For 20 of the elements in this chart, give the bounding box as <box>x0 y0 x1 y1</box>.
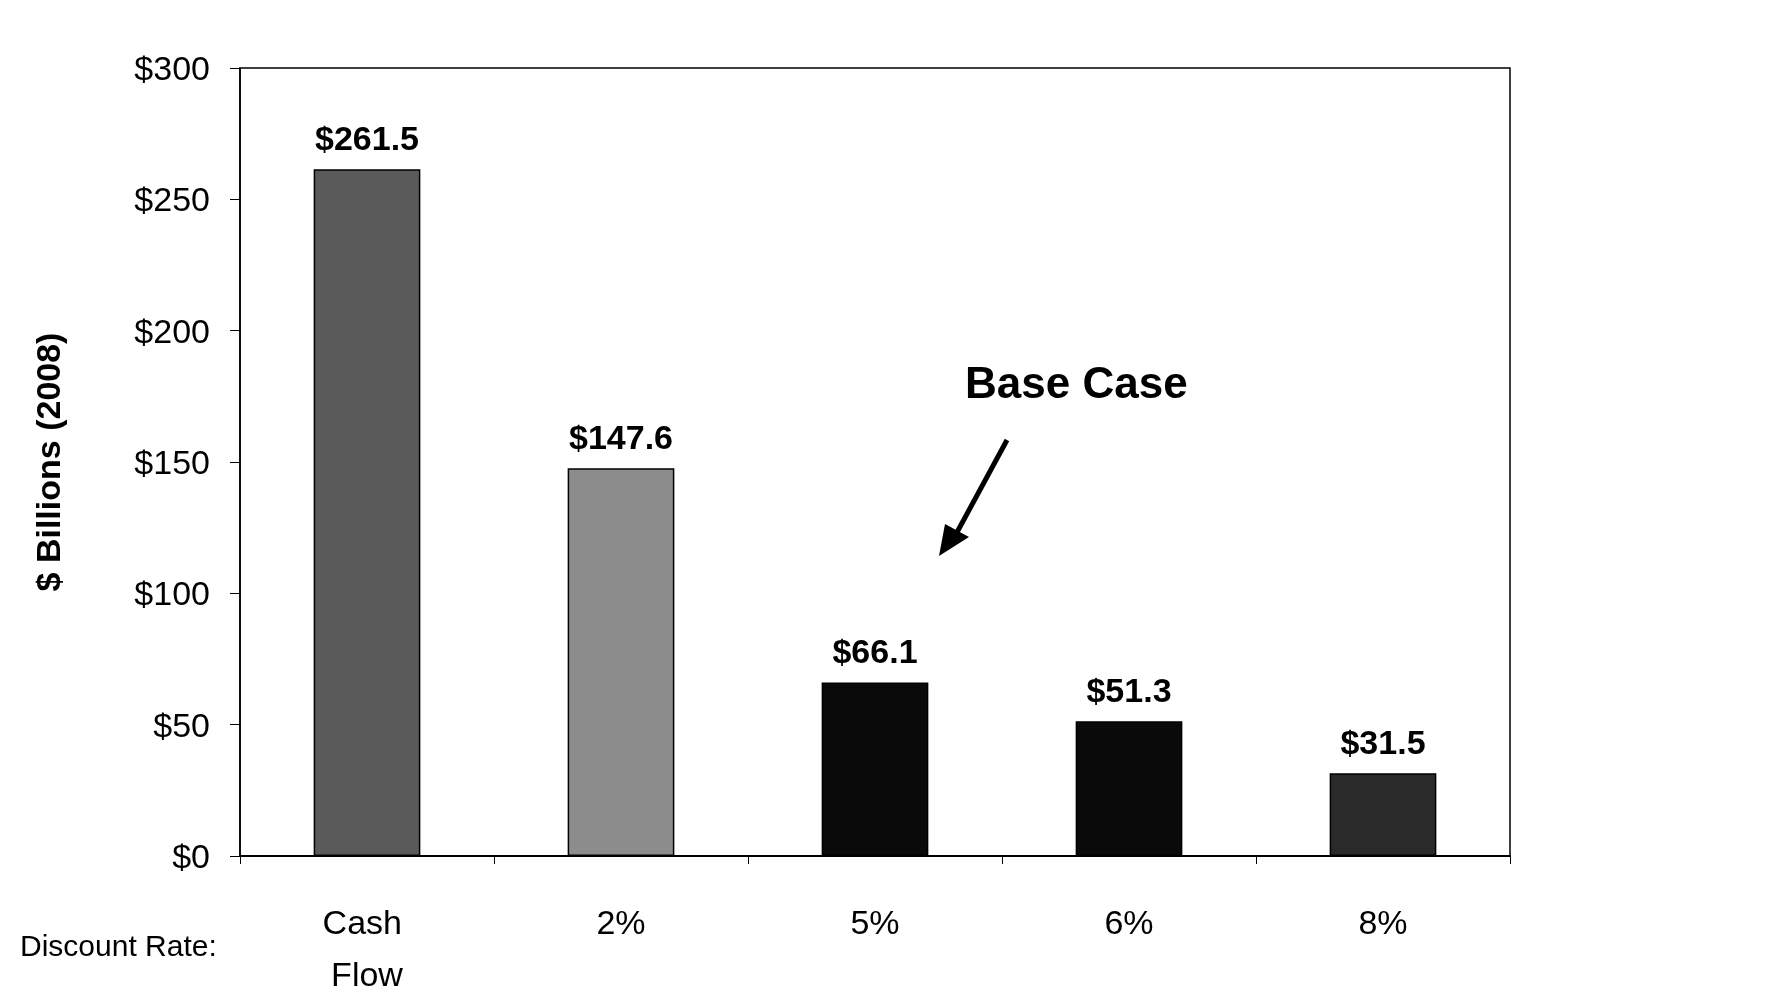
data-label: $51.3 <box>1086 671 1172 710</box>
data-label: $31.5 <box>1340 723 1426 762</box>
y-tick-label: $50 <box>153 705 210 744</box>
y-tick-label: $150 <box>134 443 210 481</box>
y-axis-title: $ Billions (2008) <box>29 332 67 592</box>
data-label: $261.5 <box>315 119 419 158</box>
data-label: $147.6 <box>569 418 673 457</box>
x-tick-label: 8% <box>1358 903 1408 941</box>
y-tick-label: $0 <box>172 837 210 875</box>
x-tick-label: 6% <box>1104 903 1154 941</box>
y-tick-label: $100 <box>134 574 210 613</box>
x-tick-label: Cash Flow <box>322 903 412 993</box>
data-label: $66.1 <box>832 632 918 671</box>
y-tick-label: $300 <box>134 49 210 87</box>
x-tick-label: 2% <box>596 903 646 941</box>
y-tick-label: $250 <box>134 180 210 219</box>
x-axis-title: Discount Rate: <box>20 928 217 962</box>
annotation: Base Case <box>965 357 1188 407</box>
y-tick-label: $200 <box>134 311 210 350</box>
x-tick-label: 5% <box>850 903 900 941</box>
